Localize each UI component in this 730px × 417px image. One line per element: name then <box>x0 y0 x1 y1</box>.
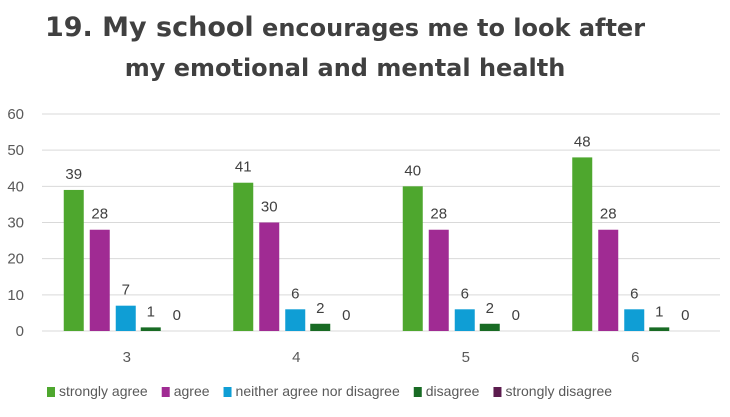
legend-label: disagree <box>426 383 480 399</box>
data-label: 7 <box>122 282 130 299</box>
data-label: 1 <box>147 303 155 320</box>
x-tick-label: 5 <box>462 349 470 366</box>
y-tick-label: 20 <box>7 251 24 268</box>
chart-title-line2: my emotional and mental health <box>124 54 566 82</box>
bar <box>572 157 593 331</box>
data-label: 41 <box>235 159 252 176</box>
legend-label: strongly agree <box>59 383 148 399</box>
data-label: 30 <box>261 199 278 216</box>
legend-label: strongly disagree <box>505 383 612 399</box>
data-label: 6 <box>461 285 469 302</box>
data-label: 0 <box>342 307 350 324</box>
bar <box>402 186 423 331</box>
data-label: 39 <box>65 166 82 183</box>
data-label: 0 <box>173 307 181 324</box>
data-label: 28 <box>430 206 447 223</box>
x-tick-label: 4 <box>292 349 300 366</box>
bar <box>624 309 645 331</box>
chart-title-line1: 19. My school encourages me to look afte… <box>0 12 710 43</box>
bar <box>479 323 500 331</box>
data-label: 1 <box>655 303 663 320</box>
x-tick-label: 3 <box>123 349 131 366</box>
x-tick-label: 6 <box>631 349 639 366</box>
y-tick-label: 40 <box>7 178 24 195</box>
bar <box>233 182 254 331</box>
legend-swatch <box>47 387 55 397</box>
bar <box>428 229 449 331</box>
bar <box>310 323 331 331</box>
data-label: 28 <box>91 206 108 223</box>
bar <box>63 189 84 331</box>
bar <box>598 229 619 331</box>
legend-label: neither agree nor disagree <box>236 383 400 399</box>
data-label: 0 <box>512 307 520 324</box>
legend-swatch <box>161 387 170 397</box>
bar <box>89 229 110 331</box>
data-label: 6 <box>630 285 638 302</box>
legend-swatch <box>223 387 232 397</box>
bar <box>454 309 475 331</box>
legend-swatch <box>493 387 502 397</box>
data-label: 6 <box>291 285 299 302</box>
y-tick-label: 10 <box>7 287 24 304</box>
legend-swatch <box>413 387 422 397</box>
bar <box>285 309 306 331</box>
data-label: 0 <box>681 307 689 324</box>
bar <box>649 327 670 331</box>
y-tick-label: 0 <box>16 323 24 340</box>
y-tick-label: 50 <box>7 142 24 159</box>
bar <box>259 222 280 331</box>
y-tick-label: 30 <box>7 215 24 232</box>
bar <box>115 305 136 331</box>
data-label: 48 <box>574 133 591 150</box>
title-part2: encourages me to look after <box>253 14 646 42</box>
data-label: 28 <box>600 206 617 223</box>
data-label: 2 <box>316 300 324 317</box>
data-label: 40 <box>404 162 421 179</box>
data-label: 2 <box>486 300 494 317</box>
y-tick-label: 60 <box>7 106 24 123</box>
legend-label: agree <box>174 383 210 399</box>
title-part1: 19. My school <box>44 12 254 43</box>
bar <box>140 327 161 331</box>
